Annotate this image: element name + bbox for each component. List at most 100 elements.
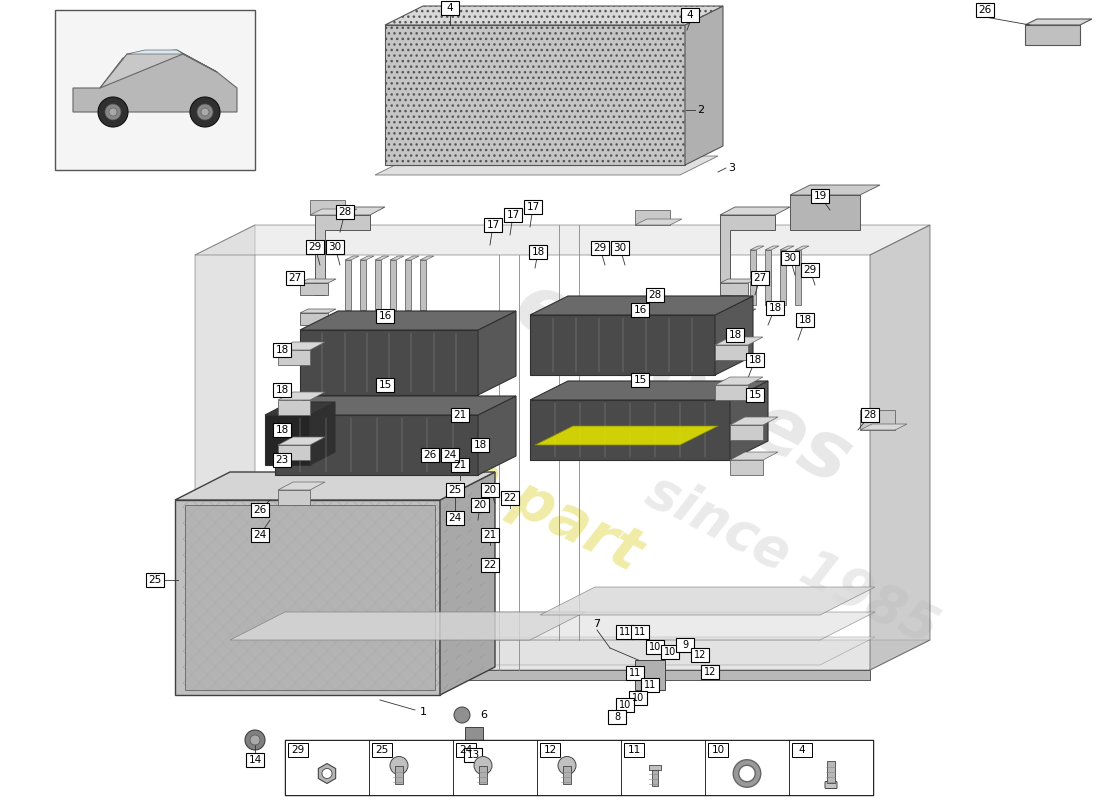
- Polygon shape: [715, 377, 763, 385]
- Text: 10: 10: [631, 693, 645, 703]
- Polygon shape: [750, 250, 756, 305]
- Polygon shape: [195, 225, 930, 255]
- Circle shape: [109, 108, 117, 116]
- Polygon shape: [405, 260, 411, 310]
- Text: 26: 26: [978, 5, 991, 15]
- Text: 14: 14: [249, 755, 262, 765]
- Text: 18: 18: [728, 330, 741, 340]
- Polygon shape: [540, 587, 874, 615]
- Polygon shape: [780, 246, 794, 250]
- Text: 16: 16: [634, 305, 647, 315]
- Circle shape: [190, 97, 220, 127]
- FancyBboxPatch shape: [825, 782, 837, 789]
- Polygon shape: [730, 417, 778, 425]
- FancyBboxPatch shape: [395, 766, 403, 783]
- FancyBboxPatch shape: [616, 625, 634, 639]
- Text: 24: 24: [460, 745, 473, 755]
- Text: 18: 18: [275, 385, 288, 395]
- Text: 28: 28: [864, 410, 877, 420]
- Text: 11: 11: [619, 627, 631, 637]
- Polygon shape: [300, 339, 336, 343]
- Polygon shape: [278, 342, 324, 350]
- Polygon shape: [720, 313, 748, 325]
- Polygon shape: [300, 283, 328, 295]
- FancyBboxPatch shape: [273, 423, 292, 437]
- Polygon shape: [478, 311, 516, 395]
- FancyBboxPatch shape: [524, 200, 542, 214]
- FancyBboxPatch shape: [273, 383, 292, 397]
- Text: 20: 20: [483, 485, 496, 495]
- FancyBboxPatch shape: [649, 765, 661, 770]
- FancyBboxPatch shape: [746, 388, 764, 402]
- Polygon shape: [715, 337, 763, 345]
- FancyBboxPatch shape: [484, 218, 502, 232]
- Polygon shape: [730, 460, 763, 475]
- Polygon shape: [195, 670, 870, 680]
- Text: 28: 28: [339, 207, 352, 217]
- FancyBboxPatch shape: [631, 625, 649, 639]
- Text: 15: 15: [634, 375, 647, 385]
- Text: 25: 25: [375, 745, 388, 755]
- FancyBboxPatch shape: [376, 378, 394, 392]
- Polygon shape: [275, 415, 478, 475]
- Text: 4: 4: [686, 10, 693, 20]
- FancyBboxPatch shape: [631, 373, 649, 387]
- Polygon shape: [300, 311, 516, 330]
- Circle shape: [558, 757, 576, 774]
- FancyBboxPatch shape: [691, 648, 710, 662]
- Polygon shape: [720, 207, 790, 215]
- Polygon shape: [390, 260, 396, 310]
- FancyBboxPatch shape: [441, 1, 459, 15]
- Polygon shape: [100, 50, 217, 88]
- Text: 27: 27: [754, 273, 767, 283]
- Circle shape: [104, 104, 121, 120]
- Text: 17: 17: [527, 202, 540, 212]
- FancyBboxPatch shape: [326, 240, 344, 254]
- Text: 29: 29: [803, 265, 816, 275]
- Polygon shape: [278, 350, 310, 365]
- FancyBboxPatch shape: [464, 748, 482, 762]
- Polygon shape: [720, 215, 775, 295]
- Circle shape: [245, 730, 265, 750]
- FancyBboxPatch shape: [451, 408, 469, 422]
- Text: 1: 1: [420, 707, 427, 717]
- Polygon shape: [720, 343, 748, 355]
- Text: 13: 13: [466, 750, 480, 760]
- FancyBboxPatch shape: [751, 271, 769, 285]
- FancyBboxPatch shape: [481, 483, 499, 497]
- Polygon shape: [318, 763, 336, 783]
- Text: 20: 20: [473, 500, 486, 510]
- Text: 7: 7: [593, 619, 601, 629]
- Text: 11: 11: [644, 680, 656, 690]
- Text: 27: 27: [288, 273, 301, 283]
- FancyBboxPatch shape: [811, 189, 829, 203]
- Polygon shape: [530, 296, 754, 315]
- FancyBboxPatch shape: [251, 528, 270, 542]
- Polygon shape: [730, 425, 763, 440]
- Polygon shape: [790, 195, 860, 230]
- FancyBboxPatch shape: [796, 313, 814, 327]
- FancyBboxPatch shape: [372, 743, 392, 757]
- Polygon shape: [405, 256, 419, 260]
- Text: 16: 16: [378, 311, 392, 321]
- Polygon shape: [265, 415, 310, 465]
- FancyBboxPatch shape: [421, 448, 439, 462]
- FancyBboxPatch shape: [446, 511, 464, 525]
- Text: 4: 4: [799, 745, 805, 755]
- Polygon shape: [720, 309, 756, 313]
- Text: 22: 22: [504, 493, 517, 503]
- Circle shape: [250, 735, 260, 745]
- FancyBboxPatch shape: [621, 740, 705, 795]
- Polygon shape: [230, 612, 875, 640]
- Text: 18: 18: [748, 355, 761, 365]
- Circle shape: [390, 757, 408, 774]
- Text: 18: 18: [275, 425, 288, 435]
- Polygon shape: [795, 246, 808, 250]
- Polygon shape: [315, 207, 385, 215]
- Text: 21: 21: [453, 460, 466, 470]
- FancyBboxPatch shape: [481, 558, 499, 572]
- Polygon shape: [385, 6, 723, 25]
- FancyBboxPatch shape: [465, 727, 483, 742]
- FancyBboxPatch shape: [273, 453, 292, 467]
- Polygon shape: [750, 246, 764, 250]
